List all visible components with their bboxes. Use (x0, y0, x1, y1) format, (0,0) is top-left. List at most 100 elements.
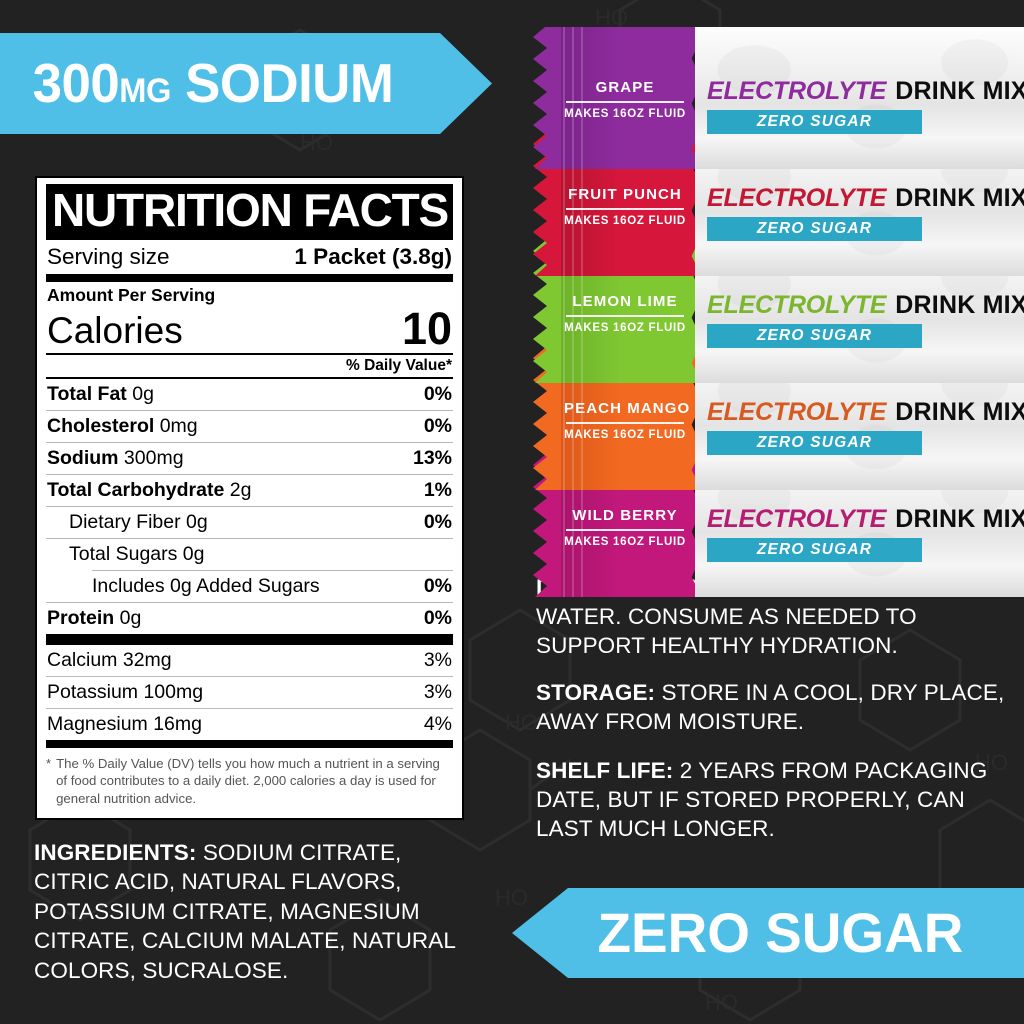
packet-zero-sugar-badge: ZERO SUGAR (707, 538, 922, 562)
storage-label: STORAGE: (536, 680, 656, 705)
packet-zero-sugar-badge: ZERO SUGAR (707, 431, 922, 455)
divider-hair-2 (46, 376, 453, 379)
packet-serrated-edge-icon (527, 348, 561, 490)
packet-drink-mix-text: DRINK MIX (895, 184, 1024, 212)
packet-serrated-edge-icon (527, 27, 561, 169)
mineral-name: Calcium 32mg (47, 648, 172, 671)
packet-electrolyte-text: ELECTROLYTE (707, 184, 887, 212)
nutrient-row: Total Sugars 0g (46, 539, 453, 570)
nutrient-name: Cholesterol 0mg (47, 414, 198, 437)
nutrient-daily-value: 0% (423, 382, 452, 405)
nutrient-daily-value: 13% (412, 446, 452, 469)
packet-electrolyte-text: ELECTROLYTE (707, 291, 887, 319)
zero-sugar-banner: ZERO SUGAR (512, 888, 1024, 978)
divider-thin (46, 537, 453, 539)
divider-thick-3 (46, 739, 453, 748)
nutrition-facts-panel: NUTRITION FACTS Serving size 1 Packet (3… (35, 176, 464, 820)
nutrient-row: Sodium 300mg 13% (46, 443, 453, 474)
nutrient-name: Sodium 300mg (47, 446, 184, 469)
packet-electrolyte-text: ELECTROLYTE (707, 77, 887, 105)
packet-zero-sugar-badge: ZERO SUGAR (707, 324, 922, 348)
nutrient-name: Total Sugars 0g (69, 542, 205, 565)
packet-flavor-divider (566, 422, 684, 424)
packet-flavor-divider (566, 315, 684, 317)
sodium-banner: 300MG SODIUM (0, 33, 492, 134)
nutrient-row-list: Total Fat 0g 0% Cholesterol 0mg 0% Sodium 30… (46, 379, 453, 634)
calories-row: Calories 10 (46, 306, 453, 353)
divider-thin (46, 409, 453, 411)
packet-flavor-block: GRAPE MAKES 16OZ FLUID (564, 79, 686, 120)
nutrient-daily-value: 0% (423, 574, 452, 597)
sodium-banner-text: 300MG SODIUM (0, 56, 394, 111)
daily-value-footnote: * The % Daily Value (DV) tells you how m… (46, 748, 453, 810)
divider-thin (46, 707, 453, 709)
divider-thin (46, 675, 453, 677)
packet-makes-label: MAKES 16OZ FLUID (564, 108, 686, 120)
nutrient-row: Total Carbohydrate 2g 1% (46, 475, 453, 506)
packet-flavor-name: FRUIT PUNCH (568, 186, 682, 203)
packet-color-panel (554, 27, 702, 169)
packet-zero-sugar-badge: ZERO SUGAR (707, 110, 922, 134)
footnote-star: * (46, 755, 52, 771)
svg-text:HO: HO (495, 885, 528, 910)
nutrition-facts-title: NUTRITION FACTS (46, 184, 453, 240)
packet-serrated-edge-icon (527, 134, 561, 276)
footnote-text: The % Daily Value (DV) tells you how muc… (56, 755, 440, 806)
product-packet[interactable]: GRAPE MAKES 16OZ FLUID ELECTROLYTE DRINK MI… (527, 27, 1024, 169)
mineral-name: Magnesium 16mg (47, 712, 202, 735)
divider-hair-1 (46, 352, 453, 355)
nutrient-daily-value: 0% (423, 414, 452, 437)
packet-white-panel (695, 27, 1024, 169)
serving-size-value: 1 Packet (3.8g) (294, 243, 452, 269)
sodium-amount: 300 (32, 52, 120, 114)
packet-makes-label: MAKES 16OZ FLUID (564, 536, 686, 548)
nutrient-row: Cholesterol 0mg 0% (46, 411, 453, 442)
nutrient-row: Total Fat 0g 0% (46, 379, 453, 410)
packet-flavor-block: WILD BERRY MAKES 16OZ FLUID (564, 507, 686, 548)
ingredients-text: SODIUM CITRATE, CITRIC ACID, NATURAL FLA… (34, 840, 456, 983)
serving-size-row: Serving size 1 Packet (3.8g) (46, 240, 453, 274)
divider-thin (46, 601, 453, 603)
svg-text:HO: HO (975, 750, 1008, 775)
packet-flavor-block: PEACH MANGO MAKES 16OZ FLUID (564, 400, 691, 441)
packet-makes-label: MAKES 16OZ FLUID (564, 322, 686, 334)
packet-drink-mix-text: DRINK MIX (895, 291, 1024, 319)
packet-flavor-divider (566, 101, 684, 103)
storage-text: STORE IN A COOL, DRY PLACE, AWAY FROM MO… (536, 680, 1005, 735)
packet-flavor-name: PEACH MANGO (564, 400, 691, 417)
nutrient-row: Protein 0g 0% (46, 603, 453, 634)
ingredients-label: INGREDIENTS: (34, 840, 197, 865)
svg-text:HO: HO (705, 990, 738, 1015)
mineral-row: Magnesium 16mg 4% (46, 709, 453, 740)
mineral-name: Potassium 100mg (47, 680, 204, 703)
storage-block: STORAGE: STORE IN A COOL, DRY PLACE, AWA… (536, 678, 1006, 736)
divider-thin (46, 473, 453, 475)
calories-label: Calories (47, 310, 183, 352)
nutrient-daily-value: 0% (423, 510, 452, 533)
shelf-life-label: SHELF LIFE: (536, 758, 674, 783)
product-packet[interactable]: LEMON LIME MAKES 16OZ FLUID ELECTROLYTE DRI… (527, 241, 1024, 383)
packet-flavor-block: LEMON LIME MAKES 16OZ FLUID (564, 293, 686, 334)
packet-electrolyte-text: ELECTROLYTE (707, 398, 887, 426)
mineral-row: Calcium 32mg 3% (46, 645, 453, 676)
packet-flavor-block: FRUIT PUNCH MAKES 16OZ FLUID (564, 186, 686, 227)
svg-text:HO: HO (595, 5, 628, 30)
ingredients-block: INGREDIENTS: SODIUM CITRATE, CITRIC ACID… (34, 838, 480, 985)
calories-value: 10 (401, 302, 452, 354)
svg-text:HO: HO (505, 710, 538, 735)
mineral-daily-value: 4% (423, 712, 452, 735)
nutrient-name: Dietary Fiber 0g (69, 510, 208, 533)
nutrient-daily-value: 1% (423, 478, 452, 501)
packet-flavor-divider (566, 208, 684, 210)
packet-serrated-edge-icon (527, 455, 561, 597)
mineral-daily-value: 3% (423, 648, 452, 671)
divider-thin (92, 569, 453, 571)
packet-flavor-divider (566, 529, 684, 531)
